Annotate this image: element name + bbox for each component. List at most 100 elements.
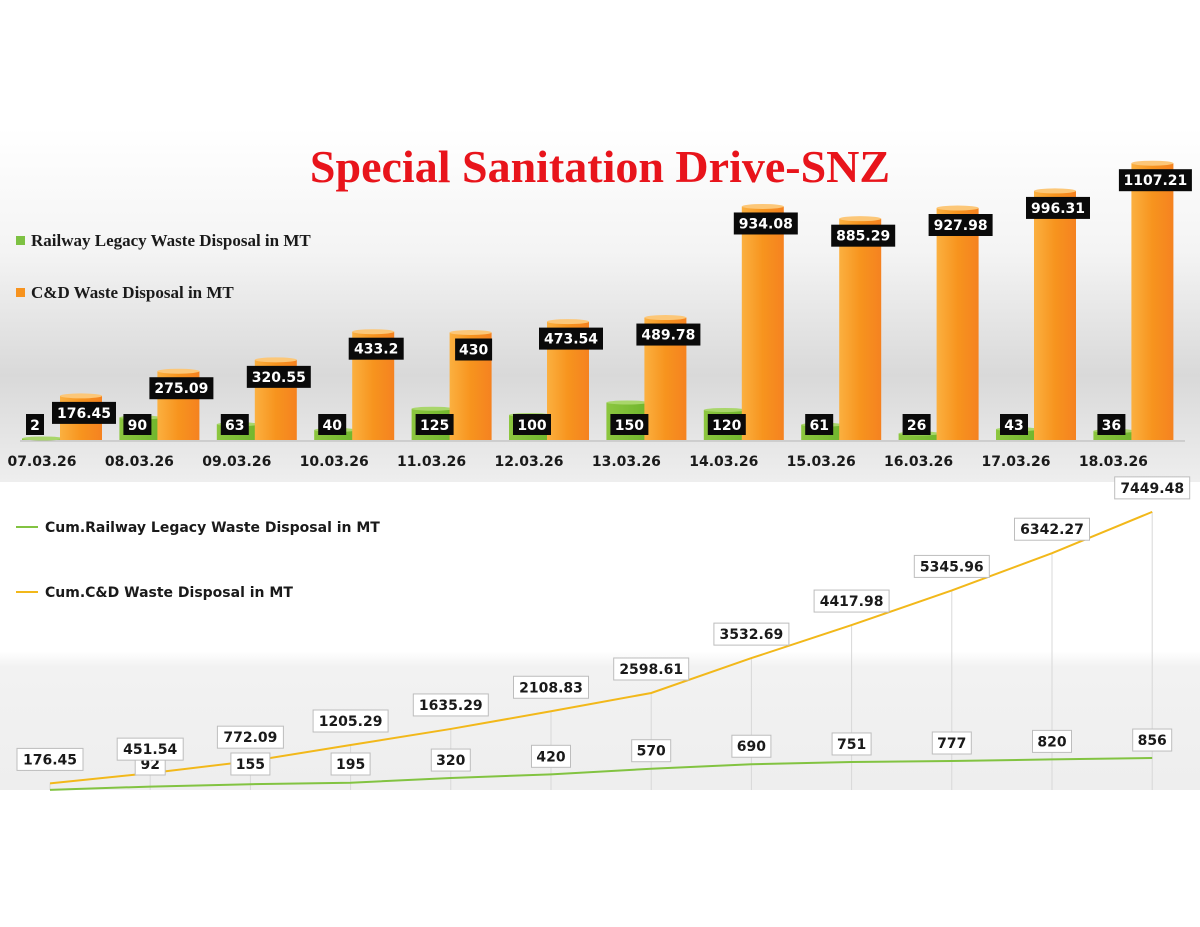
line-labels-layer: 92 155 195 320 420 570 690 751 777 820 856 176.45 45… bbox=[16, 476, 1191, 776]
bar-cd-label-box bbox=[733, 212, 798, 235]
bar-cd-label-box bbox=[1118, 169, 1192, 192]
bar-cd-label: 430 bbox=[459, 343, 488, 359]
bar-cd-top bbox=[1131, 160, 1174, 166]
bar-cd-label: 433.2 bbox=[354, 342, 398, 358]
bar-cd bbox=[741, 206, 784, 440]
line-cum-railway-label-box bbox=[531, 744, 571, 768]
legend-swatch-cd bbox=[16, 288, 25, 297]
line-cum-railway-label-box bbox=[631, 739, 672, 763]
line-cum-railway-label: 777 bbox=[937, 736, 966, 752]
bar-cd-top bbox=[352, 329, 395, 335]
bar-cd-label-box bbox=[1026, 196, 1090, 219]
bar-railway-label-box bbox=[805, 414, 834, 435]
x-tick-label: 15.03.26 bbox=[787, 454, 856, 470]
bar-railway-label: 61 bbox=[809, 418, 828, 434]
line-cum-railway-label: 820 bbox=[1037, 734, 1066, 750]
bar-cd-label-box bbox=[928, 214, 993, 237]
line-cum-railway-label: 751 bbox=[837, 737, 866, 753]
line-cum-cd-label: 7449.48 bbox=[1120, 481, 1184, 497]
line-cum-railway-label: 155 bbox=[236, 757, 265, 773]
bar-cd-label-box bbox=[539, 327, 603, 350]
bar-railway-top bbox=[411, 406, 454, 411]
bar-cd-label: 176.45 bbox=[57, 406, 111, 422]
bar-cd-top bbox=[254, 357, 297, 363]
line-cum-cd-label: 3532.69 bbox=[720, 627, 784, 643]
line-cum-cd-label: 2108.83 bbox=[519, 680, 583, 696]
bar-ticks-layer: 07.03.26 08.03.26 09.03.26 10.03.26 11.03.26… bbox=[7, 454, 1147, 470]
bar-labels-layer: 2 176.45 90 275.09 63 320.55 40 433.2 125 430 100 4… bbox=[26, 169, 1192, 435]
bar-cd-label-box bbox=[636, 323, 701, 346]
legend-label-cum-railway: Cum.Railway Legacy Waste Disposal in MT bbox=[45, 520, 380, 536]
bar-cd-label-box bbox=[149, 377, 214, 400]
line-cum-cd-label: 4417.98 bbox=[820, 594, 884, 610]
bar-railway-label: 43 bbox=[1004, 418, 1023, 434]
legend-label-railway: Railway Legacy Waste Disposal in MT bbox=[31, 231, 311, 250]
line-cum-railway-label: 195 bbox=[336, 757, 365, 773]
line-cum-railway-label-box bbox=[1032, 729, 1072, 753]
x-tick-label: 07.03.26 bbox=[7, 454, 76, 470]
bar-railway-top bbox=[606, 400, 649, 405]
bar-cd-label: 275.09 bbox=[154, 381, 208, 397]
bar-cd-label: 927.98 bbox=[934, 218, 988, 234]
x-tick-label: 12.03.26 bbox=[494, 454, 563, 470]
bar-cd-top bbox=[60, 393, 102, 399]
bar-cd-label: 489.78 bbox=[641, 328, 695, 344]
line-cum-cd-label-box bbox=[713, 622, 790, 646]
bar-railway-label-box bbox=[610, 414, 649, 435]
line-cum-railway-label-box bbox=[430, 748, 471, 772]
bar-railway-label: 125 bbox=[420, 418, 449, 434]
bar-railway-label-box bbox=[513, 414, 551, 435]
bar-railway-label-box bbox=[26, 414, 44, 435]
line-cum-railway-label: 570 bbox=[637, 744, 666, 760]
bar-cd-label-box bbox=[455, 338, 493, 361]
line-cum-railway-label: 856 bbox=[1138, 733, 1167, 749]
bar-cd-label: 934.08 bbox=[739, 216, 793, 232]
bar-cd bbox=[1131, 163, 1174, 440]
bar-railway-label: 36 bbox=[1102, 418, 1121, 434]
bar-cd bbox=[936, 208, 979, 440]
bar-railway-label-box bbox=[123, 414, 152, 435]
line-cum-cd-label: 5345.96 bbox=[920, 559, 984, 575]
line-cum-cd-label: 451.54 bbox=[123, 742, 177, 758]
bar-railway-label-box bbox=[220, 414, 249, 435]
bar-cd-label-box bbox=[831, 224, 896, 247]
legend-swatch-railway bbox=[16, 236, 25, 245]
line-cum-railway-label: 320 bbox=[436, 753, 465, 769]
bar-cd-top bbox=[547, 319, 589, 325]
bar-railway-label: 26 bbox=[907, 418, 926, 434]
x-tick-label: 08.03.26 bbox=[105, 454, 174, 470]
line-cum-cd-label-box bbox=[1014, 517, 1090, 541]
bar-cd-top bbox=[839, 216, 882, 222]
bar-cd-top bbox=[449, 330, 492, 335]
bar-cd-label-box bbox=[52, 401, 116, 424]
bar-cd-label: 885.29 bbox=[836, 229, 890, 245]
x-tick-label: 13.03.26 bbox=[592, 454, 661, 470]
bar-railway-top bbox=[703, 408, 746, 412]
bar-railway-label: 150 bbox=[615, 418, 644, 434]
bar-cd-label-box bbox=[246, 365, 311, 388]
bar-cd-top bbox=[644, 315, 687, 321]
line-cum-cd-label: 772.09 bbox=[223, 730, 277, 746]
bar-railway-label-box bbox=[1000, 414, 1028, 435]
line-cum-cd-label-box bbox=[513, 675, 589, 699]
x-tick-label: 18.03.26 bbox=[1079, 454, 1148, 470]
line-cum-cd-label: 2598.61 bbox=[619, 662, 683, 678]
line-cum-cd-label-box bbox=[913, 554, 990, 578]
line-cum-railway-label-box bbox=[1132, 728, 1173, 752]
line-cum-cd-label: 1205.29 bbox=[319, 714, 383, 730]
x-tick-label: 17.03.26 bbox=[981, 454, 1050, 470]
line-cum-railway-label-box bbox=[330, 752, 371, 776]
page-title: Special Sanitation Drive-SNZ bbox=[310, 141, 890, 192]
line-cum-cd-label-box bbox=[412, 693, 489, 717]
line-cum-cd-label-box bbox=[613, 657, 690, 681]
bar-cd-label: 320.55 bbox=[252, 370, 306, 386]
line-cum-cd-label-box bbox=[813, 589, 890, 613]
bar-railway bbox=[898, 433, 941, 440]
bar-cd-label: 1107.21 bbox=[1124, 173, 1188, 189]
bar-railway-label-box bbox=[902, 414, 931, 435]
bar-cd-label-box bbox=[348, 337, 404, 360]
bar-railway-label: 63 bbox=[225, 418, 244, 434]
line-cum-cd-label-box bbox=[1114, 476, 1191, 500]
